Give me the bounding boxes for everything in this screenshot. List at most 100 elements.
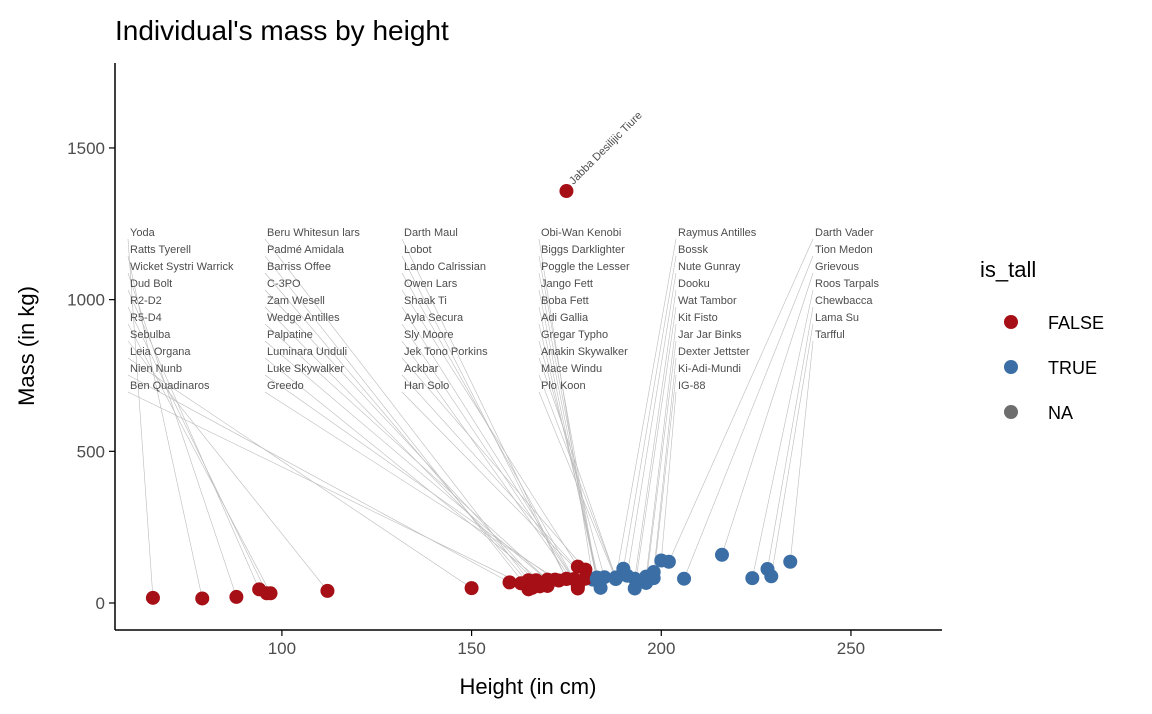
label-leader-line: [127, 306, 268, 594]
point-label: Lobot: [404, 244, 432, 256]
data-point: [608, 572, 623, 587]
point-label: Jango Fett: [541, 278, 593, 290]
point-label: C-3PO: [267, 278, 301, 290]
point-label: Padmé Amidala: [267, 244, 345, 256]
point-label: Tion Medon: [815, 244, 873, 256]
point-label: Darth Vader: [815, 227, 874, 239]
label-leader-line: [264, 357, 548, 587]
label-leader-line: [538, 272, 598, 579]
data-point: [627, 581, 642, 596]
label-leader-line: [401, 306, 579, 586]
label-leader-line: [538, 374, 617, 578]
label-leader-line: [615, 238, 677, 580]
label-leader-line: [653, 374, 677, 579]
legend: is_tall FALSE TRUE NA: [980, 257, 1104, 423]
point-label: Ackbar: [404, 363, 439, 375]
label-leader-line: [634, 289, 677, 579]
point-label: Grievous: [815, 261, 860, 273]
point-label: Darth Maul: [404, 227, 458, 239]
point-label: Wicket Systri Warrick: [130, 261, 234, 273]
label-leader-line: [127, 391, 522, 584]
data-point: [646, 565, 661, 580]
label-leader-line: [264, 272, 533, 589]
label-leader-line: [401, 255, 567, 580]
point-label: Han Solo: [404, 380, 449, 392]
label-leader-line: [538, 238, 594, 580]
label-leader-line: [401, 374, 586, 579]
point-label: Leia Organa: [130, 346, 191, 358]
x-tick-label: 200: [647, 639, 675, 658]
point-label: Plo Koon: [541, 380, 586, 392]
label-leader-line: [127, 340, 328, 592]
label-leader-line: [767, 306, 814, 570]
point-label: Chewbacca: [815, 295, 873, 307]
label-leader-line: [127, 323, 271, 594]
point-label: Sebulba: [130, 329, 171, 341]
data-point: [513, 576, 528, 591]
label-leader-line: [401, 272, 575, 580]
data-point: [320, 583, 335, 598]
legend-key-false: [1004, 315, 1018, 329]
point-label: Luke Skywalker: [267, 363, 344, 375]
label-leader-line: [401, 340, 579, 589]
legend-key-na: [1004, 405, 1018, 419]
point-label: Anakin Skywalker: [541, 346, 628, 358]
point-label: Mace Windu: [541, 363, 602, 375]
label-leader-line: [645, 340, 677, 584]
y-tick-label: 1000: [67, 291, 105, 310]
data-point: [263, 586, 278, 601]
point-label: Obi-Wan Kenobi: [541, 227, 621, 239]
point-label: Jek Tono Porkins: [404, 346, 488, 358]
label-leader-lines: [127, 238, 814, 599]
data-point: [654, 553, 669, 568]
x-tick-label: 150: [457, 639, 485, 658]
label-leader-line: [538, 255, 598, 578]
data-point: [464, 581, 479, 596]
point-label: Ki-Adi-Mundi: [678, 363, 741, 375]
label-leader-line: [264, 238, 529, 581]
point-label: Roos Tarpals: [815, 278, 879, 290]
point-label: Kit Fisto: [678, 312, 718, 324]
label-leader-line: [538, 391, 617, 579]
data-point: [589, 572, 604, 587]
label-leader-line: [752, 289, 814, 579]
point-label: Barriss Offee: [267, 261, 331, 273]
label-leader-line: [127, 289, 260, 590]
label-leader-line: [401, 238, 567, 579]
label-leader-line: [721, 272, 814, 555]
data-point: [532, 579, 547, 594]
points: [145, 184, 798, 606]
data-point: [502, 575, 517, 590]
label-leader-line: [660, 391, 677, 561]
label-leader-line: [668, 238, 814, 562]
label-leader-line: [264, 374, 556, 580]
label-leader-line: [789, 340, 814, 562]
label-leader-line: [127, 255, 203, 599]
label-leader-line: [401, 323, 579, 587]
data-point: [570, 581, 585, 596]
point-label: Nute Gunray: [678, 261, 741, 273]
label-leader-line: [264, 391, 560, 581]
y-axis-label: Mass (in kg): [14, 286, 39, 406]
label-leader-line: [401, 289, 579, 567]
data-point: [252, 582, 267, 597]
label-leader-line: [770, 323, 814, 577]
point-label: Nien Nunb: [130, 363, 182, 375]
label-leader-line: [653, 357, 677, 573]
point-label: Adi Gallia: [541, 312, 589, 324]
data-point: [195, 591, 210, 606]
point-label: Gregar Typho: [541, 329, 608, 341]
label-leader-line: [264, 340, 548, 581]
label-leader-line: [683, 255, 814, 579]
point-label: Palpatine: [267, 329, 313, 341]
label-leader-line: [127, 238, 154, 598]
point-label: Wedge Antilles: [267, 312, 340, 324]
label-leader-line: [264, 306, 541, 587]
point-label: Greedo: [267, 380, 304, 392]
label-leader-line: [623, 255, 677, 569]
x-axis-label: Height (in cm): [460, 674, 597, 699]
label-leader-line: [538, 340, 605, 578]
y-tick-label: 500: [77, 442, 105, 461]
x-tick-label: 100: [268, 639, 296, 658]
